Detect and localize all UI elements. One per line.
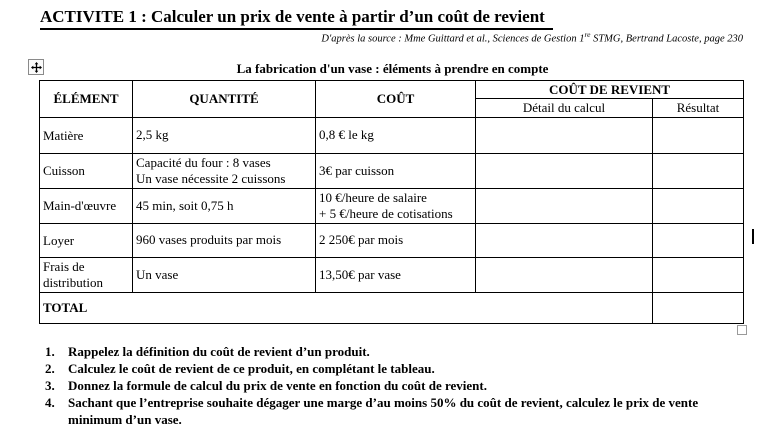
quantity-cell: 45 min, soit 0,75 h <box>132 188 316 224</box>
detail-cell-cuisson[interactable] <box>475 153 653 189</box>
cost-cell: 0,8 € le kg <box>315 117 476 154</box>
table-row-matiere: Matière 2,5 kg 0,8 € le kg <box>39 117 744 154</box>
header-cost: COÛT <box>315 80 476 118</box>
cost-cell: 13,50€ par vase <box>315 257 476 293</box>
element-cell: Frais de distribution <box>39 257 133 293</box>
question-item-3: 3. Donnez la formule de calcul du prix d… <box>40 377 746 394</box>
table-row-frais-distribution: Frais de distribution Un vase 13,50€ par… <box>39 257 744 293</box>
cost-cell: 3€ par cuisson <box>315 153 476 189</box>
question-text: Donnez la formule de calcul du prix de v… <box>68 378 487 393</box>
question-text: Sachant que l’entreprise souhaite dégage… <box>68 395 699 427</box>
text-caret <box>752 229 754 244</box>
element-cell: Cuisson <box>39 153 133 189</box>
cost-cell: 2 250€ par mois <box>315 223 476 258</box>
table-header-row-1: ÉLÉMENT QUANTITÉ COÛT COÛT DE REVIENT <box>39 80 744 118</box>
cost-cell: 10 €/heure de salaire + 5 €/heure de cot… <box>315 188 476 224</box>
table-resize-handle[interactable] <box>737 325 747 335</box>
element-cell: Main-d'œuvre <box>39 188 133 224</box>
question-number: 4. <box>45 395 55 410</box>
question-item-1: 1. Rappelez la définition du coût de rev… <box>40 343 746 360</box>
quantity-cell: Capacité du four : 8 vases Un vase néces… <box>132 153 316 189</box>
header-cost-price-group: COÛT DE REVIENT <box>475 80 744 99</box>
header-result: Résultat <box>652 98 744 118</box>
cost-table: ÉLÉMENT QUANTITÉ COÛT COÛT DE REVIENT Dé… <box>39 80 744 324</box>
result-cell-frais[interactable] <box>652 257 744 293</box>
question-number: 1. <box>45 344 55 359</box>
quantity-cell: 960 vases produits par mois <box>132 223 316 258</box>
table-row-cuisson: Cuisson Capacité du four : 8 vases Un va… <box>39 153 744 189</box>
question-item-2: 2. Calculez le coût de revient de ce pro… <box>40 360 746 377</box>
detail-cell-matiere[interactable] <box>475 117 653 154</box>
element-cell: Loyer <box>39 223 133 258</box>
header-quantity: QUANTITÉ <box>132 80 316 118</box>
move-icon <box>30 61 42 73</box>
result-cell-total[interactable] <box>652 292 744 324</box>
header-element: ÉLÉMENT <box>39 80 133 118</box>
table-row-main-doeuvre: Main-d'œuvre 45 min, soit 0,75 h 10 €/he… <box>39 188 744 224</box>
header-detail: Détail du calcul <box>475 98 653 118</box>
result-cell-main-doeuvre[interactable] <box>652 188 744 224</box>
detail-cell-frais[interactable] <box>475 257 653 293</box>
page-title: ACTIVITE 1 : Calculer un prix de vente à… <box>40 7 553 30</box>
questions-list: 1. Rappelez la définition du coût de rev… <box>40 343 746 428</box>
source-text-suffix: STMG, Bertrand Lacoste, page 230 <box>590 33 743 45</box>
table-move-handle[interactable] <box>28 59 44 75</box>
result-cell-matiere[interactable] <box>652 117 744 154</box>
source-attribution: D'après la source : Mme Guittard et al.,… <box>321 30 743 45</box>
detail-cell-loyer[interactable] <box>475 223 653 258</box>
table-caption: La fabrication d'un vase : éléments à pr… <box>236 61 549 76</box>
quantity-cell: 2,5 kg <box>132 117 316 154</box>
question-number: 2. <box>45 361 55 376</box>
result-cell-cuisson[interactable] <box>652 153 744 189</box>
question-number: 3. <box>45 378 55 393</box>
element-cell: Matière <box>39 117 133 154</box>
total-label-cell: TOTAL <box>39 292 653 324</box>
question-text: Rappelez la définition du coût de revien… <box>68 344 370 359</box>
question-text: Calculez le coût de revient de ce produi… <box>68 361 435 376</box>
detail-cell-main-doeuvre[interactable] <box>475 188 653 224</box>
quantity-cell: Un vase <box>132 257 316 293</box>
question-item-4: 4. Sachant que l’entreprise souhaite dég… <box>40 394 746 428</box>
result-cell-loyer[interactable] <box>652 223 744 258</box>
table-row-total: TOTAL <box>39 292 744 324</box>
table-row-loyer: Loyer 960 vases produits par mois 2 250€… <box>39 223 744 258</box>
source-superscript: re <box>584 30 591 39</box>
source-text-prefix: D'après la source : Mme Guittard et al.,… <box>321 33 585 45</box>
